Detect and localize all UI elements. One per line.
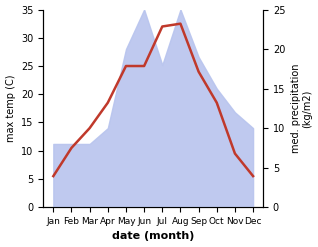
Y-axis label: max temp (C): max temp (C): [5, 75, 16, 142]
Y-axis label: med. precipitation
(kg/m2): med. precipitation (kg/m2): [291, 64, 313, 153]
X-axis label: date (month): date (month): [112, 231, 194, 242]
